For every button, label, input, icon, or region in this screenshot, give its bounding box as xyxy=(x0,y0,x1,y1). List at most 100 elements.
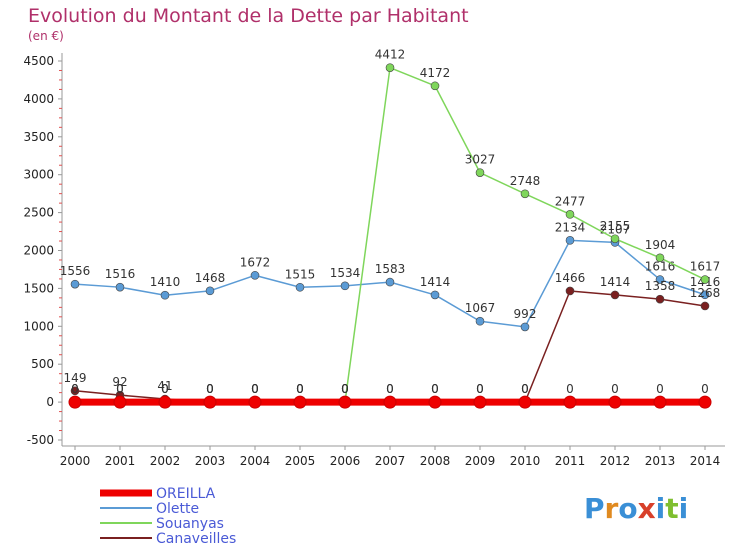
data-label: 0 xyxy=(386,382,394,396)
data-label: 2134 xyxy=(555,220,586,234)
data-label: 0 xyxy=(206,382,214,396)
data-label: 0 xyxy=(566,382,574,396)
data-label: 1358 xyxy=(645,279,676,293)
data-label: 992 xyxy=(514,307,537,321)
plot-area: 1556 1516 1410 1468 1672 1515 1534 1583 1414 1067… xyxy=(60,48,721,409)
data-point xyxy=(385,277,395,287)
data-label: 1268 xyxy=(690,286,721,300)
data-point xyxy=(430,290,440,300)
data-point xyxy=(610,290,620,300)
data-point xyxy=(158,395,172,409)
data-label: 0 xyxy=(656,382,664,396)
data-label: 2107 xyxy=(600,222,631,236)
data-point xyxy=(293,395,307,409)
data-label: 0 xyxy=(116,382,124,396)
data-point xyxy=(295,282,305,292)
chart-subtitle: (en €) xyxy=(28,29,64,43)
data-label: 0 xyxy=(521,382,529,396)
proxiti-logo: Proxiti xyxy=(584,492,688,525)
data-point xyxy=(475,316,485,326)
data-point xyxy=(385,63,395,72)
data-label: 0 xyxy=(206,382,214,396)
data-point xyxy=(248,395,262,409)
y-tick-label: 2500 xyxy=(23,206,54,220)
data-label: 2748 xyxy=(510,174,541,188)
logo-letter: x xyxy=(638,492,656,525)
data-point xyxy=(655,275,665,284)
logo-letter: i xyxy=(656,492,666,525)
data-point xyxy=(610,234,620,244)
data-point xyxy=(655,253,665,263)
data-label: 1466 xyxy=(555,271,586,285)
data-point xyxy=(68,395,82,409)
data-label: 1410 xyxy=(150,275,181,289)
data-label: 0 xyxy=(296,382,304,396)
data-label: 0 xyxy=(251,382,259,396)
data-label: 4172 xyxy=(420,66,451,80)
data-label: 2477 xyxy=(555,194,586,208)
data-point xyxy=(428,395,442,409)
data-label: 0 xyxy=(701,382,709,396)
data-point xyxy=(205,286,215,296)
data-point xyxy=(113,395,127,409)
x-tick-label: 2004 xyxy=(240,454,271,468)
x-tick-label: 2002 xyxy=(150,454,181,468)
x-tick-label: 2000 xyxy=(60,454,91,468)
x-tick-label: 2013 xyxy=(645,454,676,468)
data-point xyxy=(430,81,440,91)
x-tick-label: 2008 xyxy=(420,454,451,468)
data-point xyxy=(655,294,665,304)
data-label: 3027 xyxy=(465,153,496,167)
data-point xyxy=(473,395,487,409)
data-point xyxy=(565,236,575,245)
data-label: 0 xyxy=(341,382,349,396)
logo-letter: o xyxy=(618,492,637,525)
x-tick-label: 2010 xyxy=(510,454,541,468)
data-label: 0 xyxy=(296,382,304,396)
data-point xyxy=(383,395,397,409)
x-tick-label: 2006 xyxy=(330,454,361,468)
data-point xyxy=(115,282,125,292)
data-point xyxy=(338,395,352,409)
data-point xyxy=(520,189,530,199)
x-tick-label: 2005 xyxy=(285,454,316,468)
data-label: 1515 xyxy=(285,267,316,281)
y-tick-label: 0 xyxy=(46,395,54,409)
data-label: 1617 xyxy=(690,260,721,274)
x-tick-label: 2007 xyxy=(375,454,406,468)
data-label: 0 xyxy=(476,382,484,396)
logo-letter: t xyxy=(665,492,678,525)
data-label: 0 xyxy=(71,382,79,396)
logo-letter: i xyxy=(679,492,689,525)
data-label: 0 xyxy=(206,382,214,396)
data-label: 0 xyxy=(431,382,439,396)
data-label: 0 xyxy=(296,382,304,396)
y-tick-label: 4500 xyxy=(23,54,54,68)
data-label: 149 xyxy=(64,371,87,385)
data-point xyxy=(250,271,260,280)
legend-label-souanyas: Souanyas xyxy=(156,516,224,532)
data-point xyxy=(563,395,577,409)
x-tick-label: 2009 xyxy=(465,454,496,468)
data-label: 92 xyxy=(112,375,127,389)
data-point xyxy=(565,286,575,296)
logo-letter: P xyxy=(584,492,605,525)
data-label: 1583 xyxy=(375,262,406,276)
data-point xyxy=(203,395,217,409)
data-label: 41 xyxy=(157,379,172,393)
legend-label-olette: Olette xyxy=(156,501,199,517)
data-point xyxy=(340,281,350,291)
x-tick-label: 2011 xyxy=(555,454,586,468)
data-label: 0 xyxy=(431,382,439,396)
data-label: 4412 xyxy=(375,48,406,62)
y-tick-label: 3500 xyxy=(23,130,54,144)
y-tick-label: 1500 xyxy=(23,281,54,295)
data-point xyxy=(700,301,710,311)
legend-label-oreilla: OREILLA xyxy=(156,486,216,502)
data-label: 1672 xyxy=(240,255,271,269)
chart-title: Evolution du Montant de la Dette par Hab… xyxy=(28,5,469,27)
data-point xyxy=(565,210,575,219)
x-tick-label: 2012 xyxy=(600,454,631,468)
